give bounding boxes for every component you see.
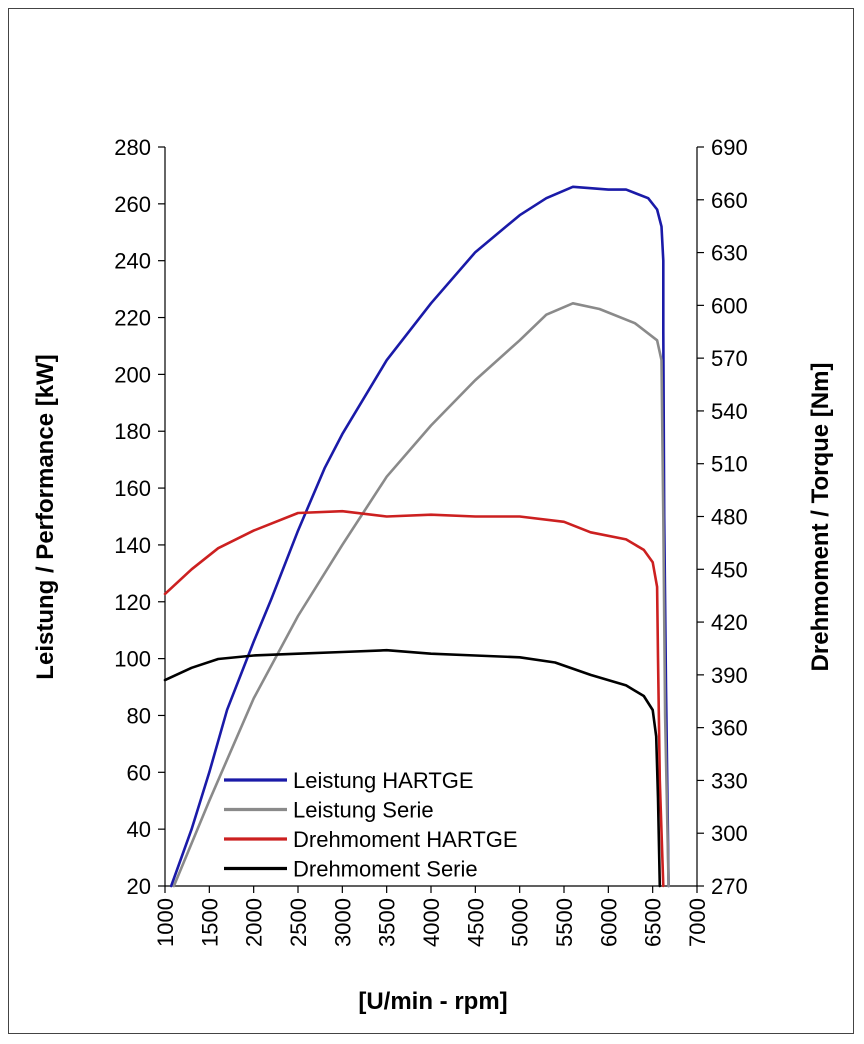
y-left-tick-label: 20 xyxy=(127,874,151,899)
y-left-tick-label: 120 xyxy=(114,590,151,615)
series-line-3 xyxy=(163,509,665,888)
x-tick-label: 1500 xyxy=(197,898,222,947)
y-right-tick-label: 600 xyxy=(711,293,748,318)
y-right-tick-label: 480 xyxy=(711,505,748,530)
legend-label-2: Leistung Serie xyxy=(293,798,434,823)
x-tick-label: 2000 xyxy=(242,898,267,947)
legend-label-4: Drehmoment Serie xyxy=(293,857,478,882)
x-tick-label: 3500 xyxy=(375,898,400,947)
series-line-4 xyxy=(163,648,662,888)
x-tick-label: 6000 xyxy=(596,898,621,947)
x-axis-title: [U/min - rpm] xyxy=(358,988,507,1015)
legend: Leistung HARTGE Leistung Serie Drehmoment … xyxy=(224,768,518,882)
y-right-tick-label: 570 xyxy=(711,346,748,371)
y-left-tick-label: 80 xyxy=(127,703,151,728)
y-left-tick-label: 200 xyxy=(114,362,151,387)
y-right-tick-label: 300 xyxy=(711,821,748,846)
y-left-tick-label: 140 xyxy=(114,533,151,558)
y-right-tick-label: 360 xyxy=(711,716,748,741)
y-left-tick-label: 40 xyxy=(127,817,151,842)
axes: 20 40 60 80 100 120 140 160 180 200 220 240 260 280 27… xyxy=(114,135,747,947)
y-right-tick-label: 270 xyxy=(711,874,748,899)
y-right-tick-label: 690 xyxy=(711,135,748,160)
y-left-tick-label: 280 xyxy=(114,135,151,160)
x-tick-label: 5500 xyxy=(552,898,577,947)
y-left-tick-label: 180 xyxy=(114,419,151,444)
y-right-tick-label: 420 xyxy=(711,610,748,635)
y-left-tick-label: 240 xyxy=(114,249,151,274)
x-tick-label: 1000 xyxy=(153,898,178,947)
x-tick-label: 3000 xyxy=(330,898,355,947)
series-line-1 xyxy=(169,185,670,888)
y-axis-right-title: Drehmoment / Torque [Nm] xyxy=(807,363,834,672)
y-right-tick-label: 630 xyxy=(711,241,748,266)
y-left-tick-label: 60 xyxy=(127,760,151,785)
series-group xyxy=(163,185,670,888)
chart-frame xyxy=(8,8,854,1034)
y-right-tick-label: 660 xyxy=(711,188,748,213)
y-left-tick-label: 260 xyxy=(114,192,151,217)
x-tick-label: 4000 xyxy=(419,898,444,947)
legend-label-1: Leistung HARTGE xyxy=(293,768,474,793)
x-tick-label: 5000 xyxy=(508,898,533,947)
y-left-tick-label: 160 xyxy=(114,476,151,501)
y-left-tick-label: 100 xyxy=(114,647,151,672)
x-tick-label: 2500 xyxy=(286,898,311,947)
x-tick-label: 4500 xyxy=(463,898,488,947)
y-axis-left-title: Leistung / Performance [kW] xyxy=(32,354,59,679)
y-right-tick-label: 540 xyxy=(711,399,748,424)
y-right-tick-label: 450 xyxy=(711,557,748,582)
series-line-2 xyxy=(172,302,670,888)
legend-label-3: Drehmoment HARTGE xyxy=(293,827,518,852)
y-left-tick-label: 220 xyxy=(114,306,151,331)
x-tick-label: 7000 xyxy=(685,898,710,947)
y-right-tick-label: 390 xyxy=(711,663,748,688)
y-right-tick-label: 330 xyxy=(711,768,748,793)
y-right-tick-label: 510 xyxy=(711,452,748,477)
x-tick-label: 6500 xyxy=(641,898,666,947)
